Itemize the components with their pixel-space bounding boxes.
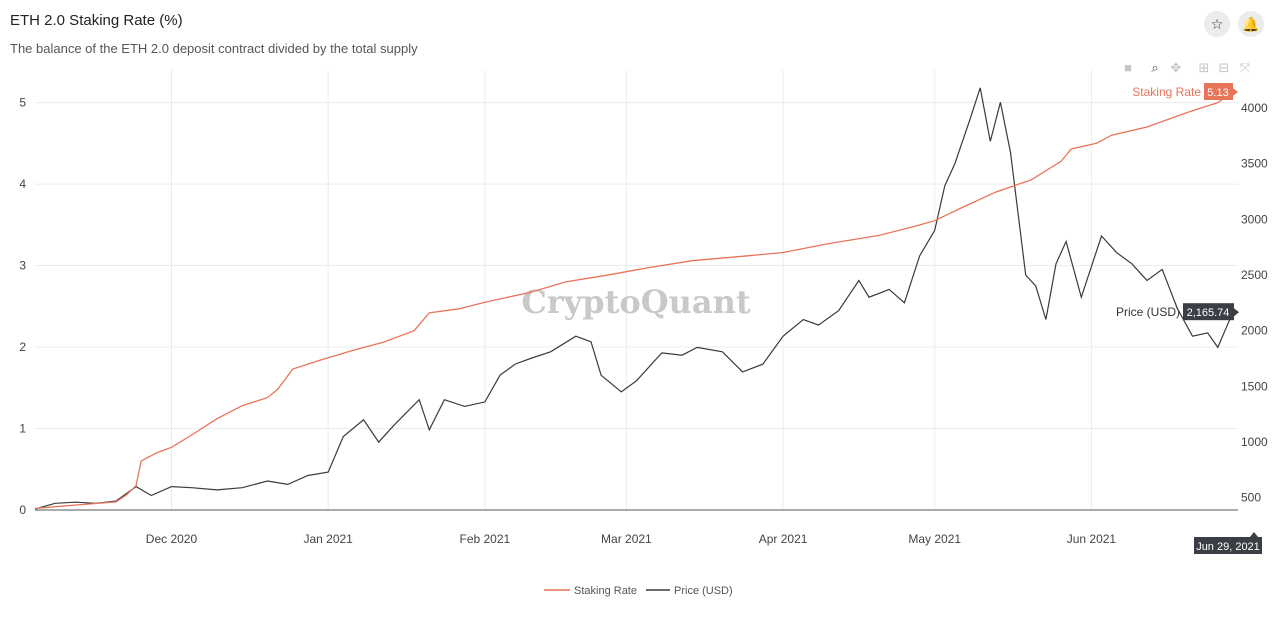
y-right-tick-label: 2500 <box>1241 268 1268 282</box>
y-right-tick-label: 1000 <box>1241 435 1268 449</box>
hover-date-arrow <box>1250 532 1258 537</box>
legend-staking-label: Staking Rate <box>574 585 637 597</box>
pan-icon[interactable]: ✥ <box>1170 60 1182 75</box>
star-icon: ☆ <box>1210 15 1224 32</box>
y-right-tick-label: 500 <box>1241 491 1261 505</box>
staking-hover-value: 5.13 <box>1207 87 1228 99</box>
hover-date-value: Jun 29, 2021 <box>1196 541 1260 553</box>
x-tick-label: Jun 2021 <box>1067 532 1117 546</box>
bookmark-button[interactable]: ☆ <box>1204 11 1230 37</box>
price-hover-value: 2,165.74 <box>1187 307 1230 319</box>
staking-hover-badge <box>1204 83 1233 100</box>
x-tick-label: Apr 2021 <box>759 532 808 546</box>
price-series-line <box>34 87 1234 510</box>
price-hover-arrow <box>1234 308 1239 317</box>
y-right-tick-label: 2000 <box>1241 324 1268 338</box>
watermark: CryptoQuant <box>521 283 751 321</box>
legend-price-label: Price (USD) <box>674 585 733 597</box>
chart-subtitle: The balance of the ETH 2.0 deposit contr… <box>10 41 418 56</box>
notification-button[interactable]: 🔔 <box>1238 11 1264 37</box>
staking-hover-arrow <box>1233 88 1238 96</box>
y-left-tick-label: 3 <box>19 259 26 273</box>
y-left-tick-label: 4 <box>19 177 26 191</box>
y-left-tick-label: 0 <box>19 503 26 517</box>
zoom-icon[interactable]: ⌕ <box>1151 60 1159 75</box>
camera-icon[interactable]: ■ <box>1124 60 1132 75</box>
y-left-tick-label: 5 <box>19 96 26 110</box>
bell-icon: 🔔 <box>1242 15 1260 32</box>
x-tick-label: Feb 2021 <box>460 532 511 546</box>
price-hover-badge <box>1183 303 1234 321</box>
x-tick-label: Dec 2020 <box>146 532 198 546</box>
y-left-tick-label: 2 <box>19 340 26 354</box>
staking-hover-name: Staking Rate <box>1132 85 1201 99</box>
y-right-tick-label: 3500 <box>1241 157 1268 171</box>
staking-rate-series-line <box>34 91 1234 510</box>
autoscale-icon[interactable]: ⤧ <box>1239 60 1251 75</box>
zoom-out-icon[interactable]: ⊟ <box>1218 60 1230 75</box>
y-right-tick-label: 1500 <box>1241 379 1268 393</box>
hover-date-badge <box>1194 537 1262 554</box>
price-hover-name: Price (USD) <box>1116 305 1180 319</box>
y-left-tick-label: 1 <box>19 422 26 436</box>
x-tick-label: Jan 2021 <box>303 532 353 546</box>
y-right-tick-label: 3000 <box>1241 212 1268 226</box>
chart-title: ETH 2.0 Staking Rate (%) <box>10 12 183 29</box>
zoom-in-icon[interactable]: ⊞ <box>1198 60 1210 75</box>
y-right-tick-label: 4000 <box>1241 101 1268 115</box>
x-tick-label: May 2021 <box>908 532 961 546</box>
x-tick-label: Mar 2021 <box>601 532 652 546</box>
